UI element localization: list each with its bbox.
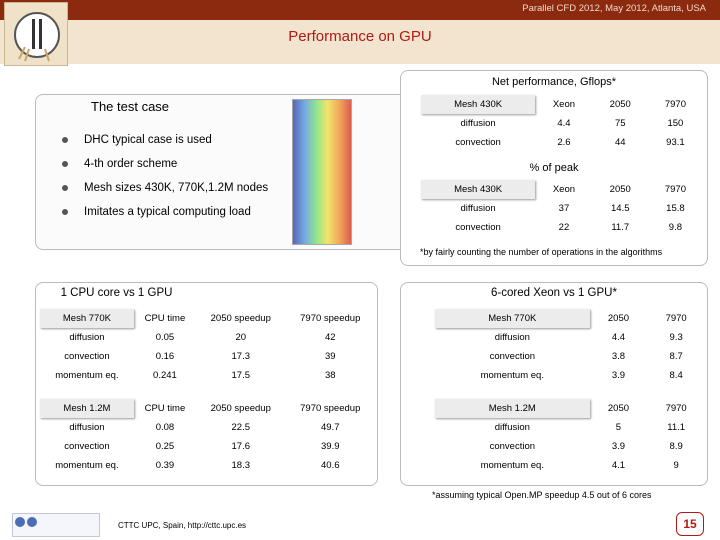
table-row: convection 22 11.7 9.8 xyxy=(455,222,683,233)
table-row: convection 0.25 17.6 39.9 xyxy=(64,441,340,452)
header-bar: Parallel CFD 2012, May 2012, Atlanta, US… xyxy=(0,0,720,20)
footer-affiliation: CTTC UPC, Spain, http://cttc.upc.es xyxy=(118,521,247,530)
bullet-item: Mesh sizes 430K, 770K,1.2M nodes xyxy=(56,181,268,205)
conference-label: Parallel CFD 2012, May 2012, Atlanta, US… xyxy=(522,3,706,14)
table-row: diffusion 0.05 20 42 xyxy=(69,332,336,343)
table-header-row: Mesh 770K CPU time 2050 speedup 7970 spe… xyxy=(40,309,375,328)
bullet-dot-icon xyxy=(62,161,68,167)
title-band xyxy=(0,20,720,64)
footer-logo-icon xyxy=(15,517,25,527)
table-header-row: Mesh 430K Xeon 2050 7970 xyxy=(421,95,703,114)
table-row: momentum eq. 0.39 18.3 40.6 xyxy=(55,460,340,471)
xeon-vs-gpu-heading: 6-cored Xeon vs 1 GPU* xyxy=(491,287,617,299)
bullet-dot-icon xyxy=(62,209,68,215)
table-row: momentum eq. 0.241 17.5 38 xyxy=(55,370,336,381)
cpu-vs-gpu-table: Mesh 770K CPU time 2050 speedup 7970 spe… xyxy=(40,309,375,475)
net-perf-table: Mesh 430K Xeon 2050 7970 diffusion 4.4 7… xyxy=(421,95,703,152)
table-row: diffusion 4.4 9.3 xyxy=(494,332,683,343)
footer-logo-icon xyxy=(27,517,37,527)
table-row: momentum eq. 4.1 9 xyxy=(480,460,679,471)
xeon-vs-gpu-table: Mesh 770K 2050 7970 diffusion 4.4 9.3 co… xyxy=(435,309,705,475)
table-spacer xyxy=(435,385,705,399)
table-row: convection 2.6 44 93.1 xyxy=(455,137,685,148)
table-row: diffusion 4.4 75 150 xyxy=(460,118,684,129)
peak-footnote: *by fairly counting the number of operat… xyxy=(420,247,663,257)
simulation-image xyxy=(292,99,352,245)
page-number: 15 xyxy=(676,512,704,536)
xeon-footnote: *assuming typical Open.MP speedup 4.5 ou… xyxy=(432,490,652,500)
cpu-vs-gpu-panel: 1 CPU core vs 1 GPU Mesh 770K CPU time 2… xyxy=(35,282,378,486)
test-case-heading: The test case xyxy=(91,99,170,114)
table-row: convection 0.16 17.3 39 xyxy=(64,351,336,362)
table-spacer xyxy=(40,385,375,399)
peak-table: Mesh 430K Xeon 2050 7970 diffusion 37 14… xyxy=(421,180,703,237)
bullet-dot-icon xyxy=(62,185,68,191)
table-row: diffusion 0.08 22.5 49.7 xyxy=(69,422,340,433)
test-case-bullets: DHC typical case is used 4-th order sche… xyxy=(56,133,268,229)
performance-panel: Net performance, Gflops* Mesh 430K Xeon … xyxy=(400,70,708,266)
test-case-panel: The test case DHC typical case is used 4… xyxy=(35,94,435,250)
logo-emblem-icon xyxy=(14,12,60,62)
footer-logo xyxy=(12,513,100,537)
table-header-row: Mesh 430K Xeon 2050 7970 xyxy=(421,180,703,199)
table-header-row: Mesh 770K 2050 7970 xyxy=(435,309,705,328)
bullet-dot-icon xyxy=(62,137,68,143)
bullet-item: DHC typical case is used xyxy=(56,133,268,157)
table-row: convection 3.9 8.9 xyxy=(489,441,683,452)
peak-heading: % of peak xyxy=(529,162,579,174)
cpu-vs-gpu-heading: 1 CPU core vs 1 GPU xyxy=(60,287,173,299)
table-row: momentum eq. 3.9 8.4 xyxy=(480,370,683,381)
table-row: diffusion 5 11.1 xyxy=(494,422,686,433)
table-row: convection 3.8 8.7 xyxy=(489,351,683,362)
table-row: diffusion 37 14.5 15.8 xyxy=(460,203,685,214)
xeon-vs-gpu-panel: 6-cored Xeon vs 1 GPU* Mesh 770K 2050 79… xyxy=(400,282,708,486)
net-perf-heading: Net performance, Gflops* xyxy=(491,76,617,88)
page-title: Performance on GPU xyxy=(288,28,432,45)
bullet-item: Imitates a typical computing load xyxy=(56,205,268,229)
bullet-item: 4-th order scheme xyxy=(56,157,268,181)
table-header-row: Mesh 1.2M 2050 7970 xyxy=(435,399,705,418)
table-header-row: Mesh 1.2M CPU time 2050 speedup 7970 spe… xyxy=(40,399,375,418)
institution-logo xyxy=(4,2,68,66)
